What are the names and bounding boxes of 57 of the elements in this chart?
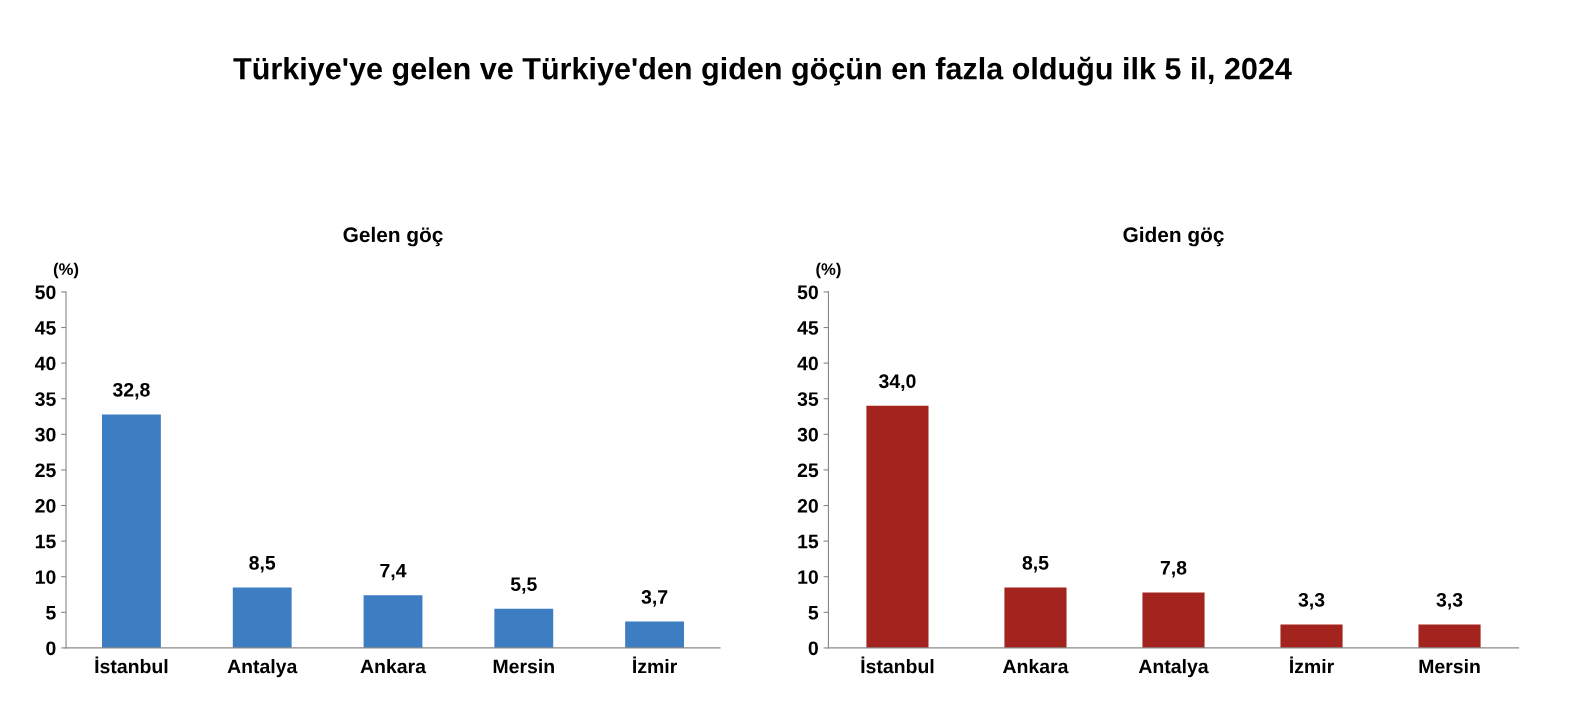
chart-title: Giden göç bbox=[1123, 226, 1224, 247]
bar bbox=[625, 621, 685, 648]
bar bbox=[1004, 587, 1067, 648]
bar bbox=[1418, 624, 1481, 648]
y-tick-label: 0 bbox=[808, 641, 818, 656]
y-tick-label: 5 bbox=[808, 605, 819, 620]
y-tick-label: 40 bbox=[34, 356, 56, 371]
x-tick-label: Antalya bbox=[227, 659, 298, 678]
y-tick-label: 10 bbox=[35, 570, 56, 584]
data-label: 5,5 bbox=[510, 577, 537, 594]
data-label: 8,5 bbox=[249, 555, 276, 573]
bar bbox=[1142, 592, 1205, 648]
y-axis-title: (%) bbox=[816, 262, 841, 279]
bar bbox=[1280, 624, 1343, 648]
y-axis-title: (%) bbox=[53, 262, 79, 279]
bar bbox=[363, 595, 423, 648]
y-tick-label: 25 bbox=[35, 463, 56, 478]
y-tick-label: 45 bbox=[797, 321, 819, 335]
y-tick-label: 50 bbox=[35, 285, 56, 300]
x-tick-label: Mersin bbox=[493, 659, 554, 674]
x-tick-label: Ankara bbox=[360, 659, 427, 674]
y-tick-label: 35 bbox=[797, 392, 819, 406]
data-label: 34,0 bbox=[878, 374, 916, 391]
x-tick-label: İzmir bbox=[633, 656, 677, 674]
y-tick-label: 35 bbox=[35, 392, 56, 406]
bar bbox=[101, 414, 161, 648]
y-tick-label: 20 bbox=[35, 498, 56, 513]
y-tick-label: 15 bbox=[35, 534, 56, 549]
x-tick-label: Mersin bbox=[1419, 659, 1480, 674]
y-tick-label: 45 bbox=[34, 321, 56, 335]
y-tick-label: 10 bbox=[798, 570, 818, 584]
data-label: 7,4 bbox=[380, 563, 407, 581]
chart-title: Gelen göç bbox=[343, 226, 443, 247]
y-tick-label: 40 bbox=[797, 356, 818, 371]
y-tick-label: 20 bbox=[797, 498, 818, 513]
data-label: 3,7 bbox=[641, 590, 668, 607]
data-label: 7,8 bbox=[1160, 560, 1187, 578]
y-tick-label: 5 bbox=[46, 605, 56, 620]
x-tick-label: İzmir bbox=[1290, 656, 1334, 674]
bar bbox=[494, 608, 554, 648]
data-label: 32,8 bbox=[112, 382, 150, 400]
data-label: 8,5 bbox=[1022, 555, 1049, 573]
y-tick-label: 0 bbox=[46, 641, 56, 656]
data-label: 3,3 bbox=[1298, 592, 1325, 610]
y-tick-label: 50 bbox=[797, 285, 818, 300]
x-tick-label: Ankara bbox=[1003, 659, 1069, 674]
y-tick-label: 15 bbox=[798, 534, 819, 549]
bar bbox=[866, 405, 929, 648]
x-tick-label: İstanbul bbox=[95, 656, 168, 674]
x-tick-label: İstanbul bbox=[861, 656, 934, 674]
y-tick-label: 30 bbox=[797, 427, 818, 442]
x-tick-label: Antalya bbox=[1138, 659, 1209, 678]
y-tick-label: 30 bbox=[35, 427, 56, 442]
data-label: 3,3 bbox=[1436, 592, 1463, 610]
y-tick-label: 25 bbox=[797, 463, 819, 478]
text: Türkiye'ye gelen ve Türkiye'den giden göçün en fazla olduğu ilk 5 il, 2024 bbox=[233, 56, 1292, 86]
bar bbox=[232, 587, 292, 648]
